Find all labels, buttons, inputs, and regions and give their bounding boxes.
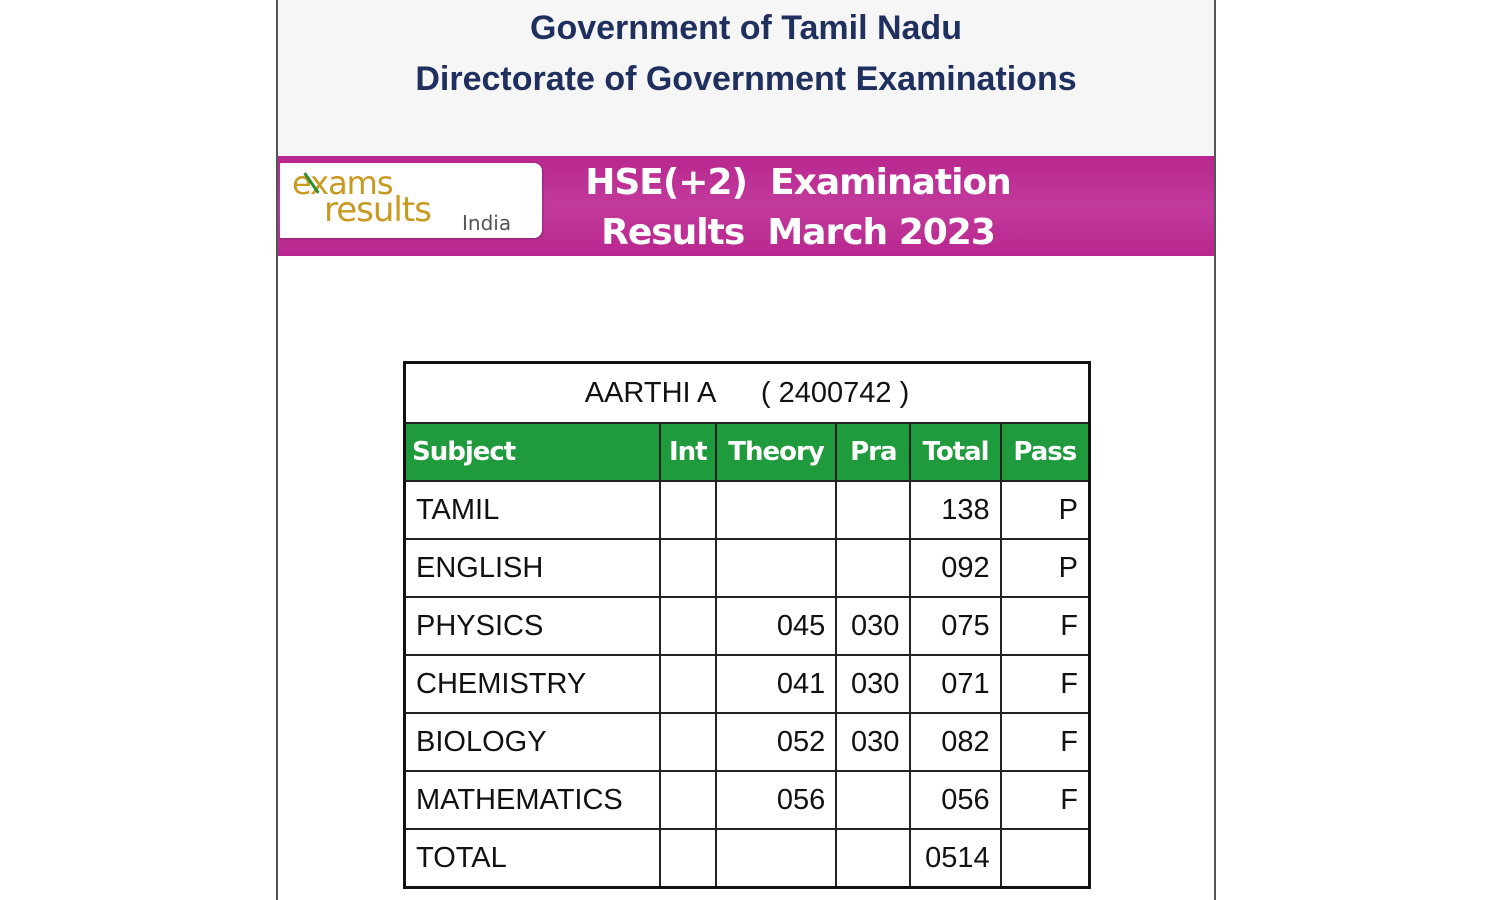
pass-cell: F [999, 712, 1091, 772]
theory-cell: 056 [714, 770, 838, 830]
int-cell [658, 828, 717, 889]
pra-cell: 030 [835, 654, 912, 714]
directorate-title: Directorate of Government Examinations [415, 60, 1077, 98]
pass-cell: F [999, 654, 1091, 714]
pass-cell: P [999, 538, 1091, 598]
subject-cell: TAMIL [403, 480, 661, 540]
pra-cell [835, 480, 912, 540]
subject-cell: TOTAL [403, 828, 661, 889]
pass-cell [999, 828, 1091, 889]
total-cell: 075 [909, 596, 1002, 656]
total-cell: 138 [909, 480, 1002, 540]
result-page: Government of Tamil Nadu Directorate of … [276, 0, 1216, 900]
pra-cell [835, 828, 912, 889]
int-cell [658, 596, 717, 656]
theory-cell: 041 [714, 654, 838, 714]
government-title: Government of Tamil Nadu [530, 9, 962, 47]
subject-cell: PHYSICS [403, 596, 661, 656]
table-row: TAMIL 138 P [403, 480, 1091, 540]
total-cell: 082 [909, 712, 1002, 772]
table-row: CHEMISTRY 041 030 071 F [403, 654, 1091, 714]
theory-cell: 052 [714, 712, 838, 772]
marks-table: AARTHI A ( 2400742 ) Subject Int Theory … [403, 361, 1091, 889]
student-row: AARTHI A ( 2400742 ) [403, 361, 1091, 424]
theory-cell [714, 828, 838, 889]
student-name: AARTHI A [584, 376, 715, 409]
table-row: MATHEMATICS 056 056 F [403, 770, 1091, 830]
student-roll-number: ( 2400742 ) [760, 376, 910, 409]
logo-word-india: India [462, 211, 512, 235]
exams-results-india-logo: exams results India [280, 163, 542, 238]
pass-cell: P [999, 480, 1091, 540]
total-cell: 056 [909, 770, 1002, 830]
pass-cell: F [999, 596, 1091, 656]
column-header-pra: Pra [835, 422, 912, 482]
pra-cell: 030 [835, 596, 912, 656]
student-identity: AARTHI A ( 2400742 ) [403, 361, 1091, 424]
table-row: BIOLOGY 052 030 082 F [403, 712, 1091, 772]
int-cell [658, 538, 717, 598]
pass-cell: F [999, 770, 1091, 830]
theory-cell [714, 480, 838, 540]
int-cell [658, 480, 717, 540]
header-band: Government of Tamil Nadu Directorate of … [278, 0, 1214, 156]
total-row: TOTAL 0514 [403, 828, 1091, 889]
subject-cell: BIOLOGY [403, 712, 661, 772]
column-header-theory: Theory [714, 422, 838, 482]
theory-cell [714, 538, 838, 598]
int-cell [658, 654, 717, 714]
logo-word-results: results [324, 190, 432, 230]
table-header-row: Subject Int Theory Pra Total Pass [403, 422, 1091, 482]
exam-title: HSE(+2) Examination [585, 162, 1012, 203]
theory-cell: 045 [714, 596, 838, 656]
total-cell: 071 [909, 654, 1002, 714]
pra-cell [835, 770, 912, 830]
column-header-int: Int [658, 422, 717, 482]
pra-cell [835, 538, 912, 598]
column-header-pass: Pass [999, 422, 1091, 482]
subject-cell: ENGLISH [403, 538, 661, 598]
column-header-subject: Subject [403, 422, 661, 482]
subject-cell: MATHEMATICS [403, 770, 661, 830]
table-row: ENGLISH 092 P [403, 538, 1091, 598]
exam-banner: exams results India HSE(+2) Examination … [278, 156, 1214, 256]
subject-cell: CHEMISTRY [403, 654, 661, 714]
exam-subtitle: Results March 2023 [601, 212, 996, 253]
int-cell [658, 712, 717, 772]
grand-total-cell: 0514 [909, 828, 1002, 889]
total-cell: 092 [909, 538, 1002, 598]
pra-cell: 030 [835, 712, 912, 772]
column-header-total: Total [909, 422, 1002, 482]
int-cell [658, 770, 717, 830]
table-row: PHYSICS 045 030 075 F [403, 596, 1091, 656]
